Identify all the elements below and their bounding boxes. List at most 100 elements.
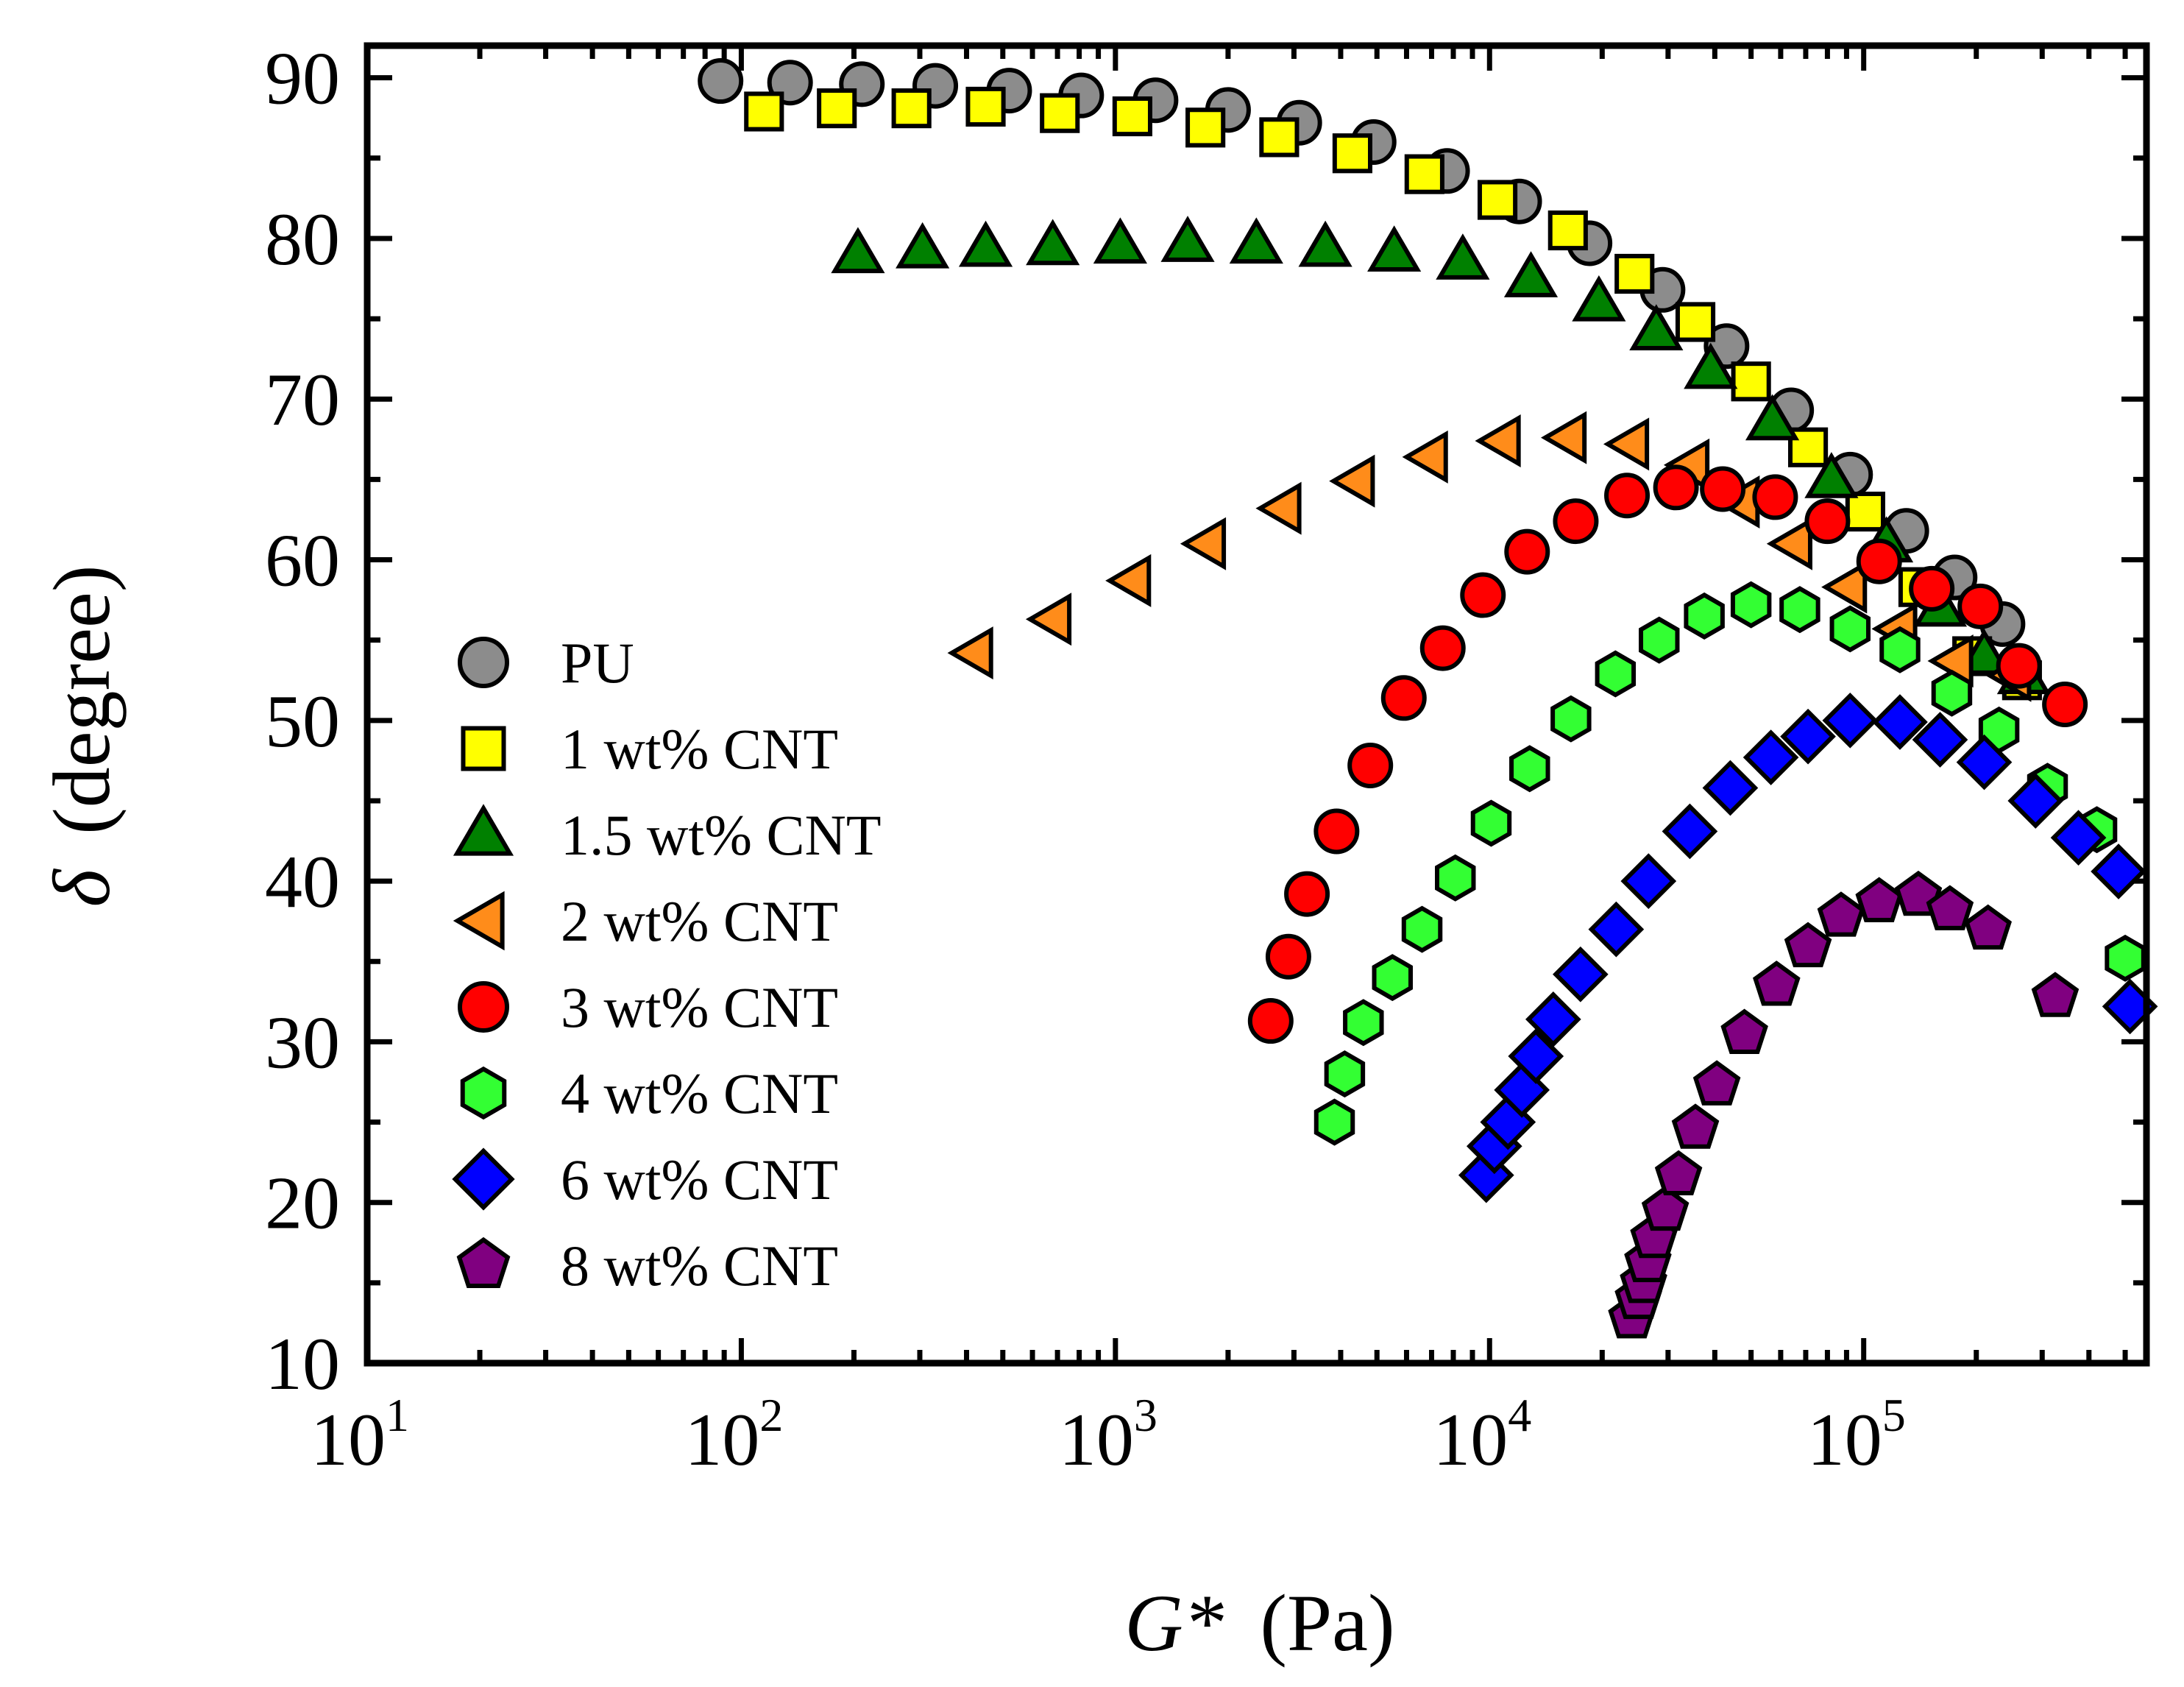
data-point	[1829, 605, 1871, 653]
data-point	[1731, 361, 1771, 402]
y-axis-title: δ (degree)	[37, 565, 127, 907]
data-point	[1547, 210, 1588, 251]
data-point	[1720, 1008, 1768, 1054]
data-point	[1964, 904, 2013, 950]
data-point	[1525, 991, 1581, 1047]
x-tick-label: 103	[1059, 1389, 1157, 1482]
legend-marker	[453, 804, 514, 856]
data-point	[1931, 669, 1973, 717]
data-point	[891, 88, 932, 129]
legend-item: 8 wt% CNT	[456, 1234, 838, 1298]
data-point	[947, 626, 993, 680]
data-point	[1817, 891, 1865, 937]
legend-item: 1.5 wt% CNT	[453, 803, 881, 867]
data-point	[2042, 682, 2088, 727]
data-point	[1653, 464, 1699, 511]
data-point	[1671, 1103, 1720, 1149]
data-point	[1508, 1028, 1564, 1084]
data-point	[2007, 773, 2064, 829]
data-point	[958, 220, 1013, 267]
data-point	[1641, 1185, 1690, 1231]
data-point	[1180, 517, 1227, 570]
data-point	[1675, 302, 1716, 342]
x-tick-base: 10	[1807, 1398, 1882, 1482]
data-point	[1229, 217, 1283, 264]
data-point	[698, 58, 744, 105]
data-point	[1265, 933, 1311, 980]
data-point	[1639, 616, 1680, 664]
data-point	[1259, 117, 1300, 158]
data-point	[1909, 565, 1955, 612]
data-point	[1475, 414, 1521, 468]
data-point	[1435, 854, 1476, 902]
data-point	[965, 86, 1006, 127]
legend-item: 1 wt% CNT	[461, 717, 838, 781]
series-1-wt-cnt	[744, 86, 2042, 701]
data-point	[1784, 922, 1832, 968]
x-tick-exponent: 3	[1134, 1389, 1157, 1441]
data-point	[1324, 1050, 1366, 1098]
x-tick-label: 101	[311, 1389, 409, 1482]
data-point	[1105, 554, 1152, 607]
data-point	[1477, 180, 1518, 220]
y-axis-unit: (degree)	[37, 565, 127, 834]
x-tick-exponent: 4	[1508, 1389, 1531, 1441]
x-axis-unit: (Pa)	[1260, 1578, 1394, 1668]
legend-label: 4 wt% CNT	[561, 1061, 838, 1125]
x-axis-symbol: G*	[1124, 1578, 1223, 1668]
data-point	[1112, 96, 1152, 137]
data-point	[1742, 729, 1799, 785]
data-point	[1766, 517, 1812, 570]
x-tick-base: 10	[1059, 1398, 1134, 1482]
data-point	[1684, 592, 1725, 640]
series-2-wt-cnt	[947, 411, 2032, 702]
x-tick-label: 104	[1433, 1389, 1531, 1482]
data-point	[1572, 275, 1626, 322]
y-tick-label: 10	[265, 1323, 340, 1406]
y-tick-label: 70	[265, 358, 340, 442]
y-axis-symbol: δ	[37, 869, 127, 908]
y-tick-label: 30	[265, 1001, 340, 1084]
y-tick-label: 40	[265, 841, 340, 924]
data-point	[1654, 1150, 1703, 1196]
data-point	[1553, 498, 1599, 545]
data-point	[1879, 626, 1921, 673]
legend-label: 2 wt% CNT	[561, 889, 838, 953]
x-tick-labels: 101 102 103 104 105	[311, 1389, 1906, 1482]
data-point	[1026, 219, 1080, 266]
data-point	[1604, 473, 1651, 519]
x-tick-exponent: 2	[759, 1389, 783, 1441]
data-point	[896, 222, 950, 269]
data-point	[1347, 742, 1394, 788]
data-point	[1588, 901, 1645, 958]
x-axis-title: G* (Pa)	[1124, 1578, 1394, 1668]
y-tick-label: 50	[265, 680, 340, 763]
data-point	[1957, 583, 2004, 629]
x-tick-exponent: 1	[386, 1389, 409, 1441]
data-point	[1509, 745, 1550, 793]
data-point	[1752, 474, 1798, 520]
data-point	[1702, 760, 1759, 816]
data-point	[1470, 799, 1512, 847]
data-point	[1855, 877, 1904, 922]
x-tick-base: 10	[1433, 1398, 1508, 1482]
legend-item: 3 wt% CNT	[458, 975, 838, 1039]
legend: PU 1 wt% CNT 1.5 wt% CNT 2 wt% CNT 3 wt% CNT…	[452, 631, 881, 1298]
y-tick-label: 20	[265, 1162, 340, 1245]
data-point	[1753, 961, 1801, 1006]
data-point	[1185, 107, 1226, 148]
legend-marker	[456, 1237, 511, 1288]
data-point	[1996, 643, 2042, 689]
data-point	[1595, 650, 1637, 698]
data-point	[1401, 905, 1443, 953]
data-point	[2105, 934, 2146, 982]
x-tick-label: 102	[684, 1389, 783, 1482]
data-point	[1614, 253, 1655, 294]
legend-marker	[458, 637, 509, 688]
legend-label: 1.5 wt% CNT	[561, 803, 881, 867]
data-point	[1343, 999, 1384, 1047]
data-point	[817, 88, 857, 129]
data-point	[1332, 133, 1372, 174]
data-point	[1779, 586, 1820, 634]
